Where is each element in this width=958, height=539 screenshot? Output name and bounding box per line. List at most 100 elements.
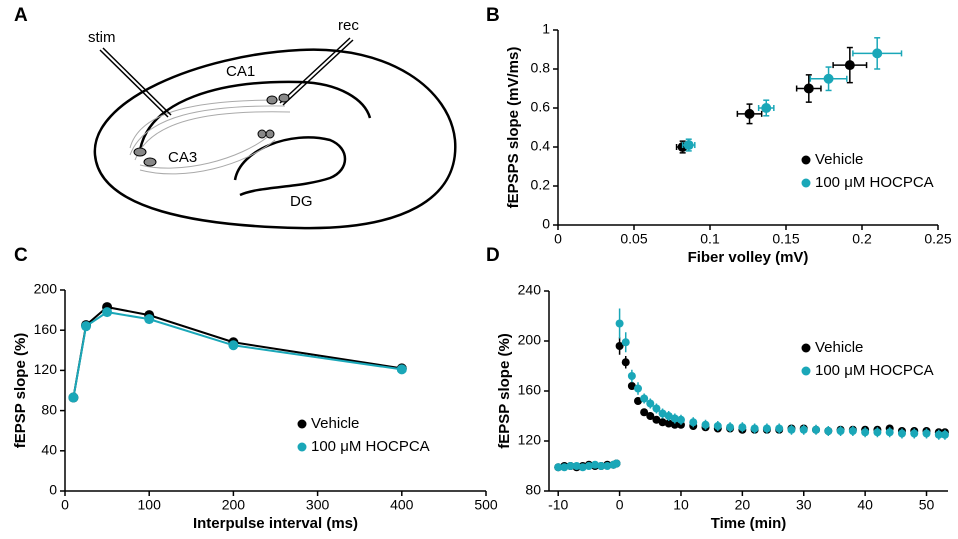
data-point [584,462,593,470]
data-point [646,399,655,408]
data-point [861,428,870,437]
data-point [670,420,679,429]
data-point [144,314,155,325]
data-point [646,412,655,420]
data-point [934,430,943,439]
x-tick-label: 500 [474,497,498,513]
neuron [265,129,275,139]
fiber [134,111,291,161]
legend-marker [801,343,811,353]
data-point [652,415,661,424]
data-point [627,382,636,390]
outline [93,48,457,230]
y-axis-title: fEPSPS slope (mV/ms) [505,47,522,209]
stim-electrode [102,47,172,116]
data-point [812,425,821,434]
data-point [396,364,407,375]
y-tick-label: 120 [518,432,542,448]
series-line [72,306,402,398]
panel-label: B [486,5,500,26]
data-point [836,427,845,435]
x-tick-label: 10 [673,497,689,513]
x-tick-label: 30 [796,497,812,513]
x-tick-label: 300 [306,497,330,513]
y-tick-label: 1 [542,21,550,37]
x-tick-label: 0.25 [924,231,951,247]
data-point [738,423,747,432]
data-point [658,409,667,418]
data-point [621,338,630,347]
y-tick-label: 0.6 [531,99,551,115]
data-point [910,429,919,438]
data-point [652,404,661,413]
data-point [726,423,735,432]
legend-label: 100 μM HOCPCA [311,438,430,455]
data-point [627,372,636,380]
data-point [897,429,906,438]
data-point [634,397,643,405]
data-point [612,459,621,468]
data-point [578,463,587,472]
legend-marker [801,155,811,165]
panel-label: A [14,5,28,26]
y-tick-label: 40 [41,442,57,458]
y-axis-title: fEPSP slope (%) [496,333,513,449]
x-tick-label: 200 [222,497,246,513]
rec-electrode [282,39,354,106]
data-point [554,463,563,472]
y-tick-label: 200 [34,281,58,297]
x-tick-label: -10 [548,497,568,513]
diagram-label: rec [338,17,359,34]
y-tick-label: 0.4 [531,138,551,154]
legend-marker [801,366,811,376]
data-point [799,425,808,434]
x-axis-title: Time (min) [711,515,787,532]
x-tick-label: 20 [735,497,751,513]
neuron [266,95,278,105]
data-point [787,425,796,434]
data-point [744,108,755,119]
data-point [664,412,673,420]
data-point [824,427,833,435]
x-tick-label: 0 [61,497,69,513]
x-tick-label: 40 [857,497,873,513]
data-point [664,419,673,428]
data-point [603,462,612,470]
data-point [775,424,784,433]
neuron [143,157,157,167]
legend-marker [801,178,811,188]
diagram-label: DG [290,193,313,210]
x-tick-label: 0.15 [772,231,799,247]
data-point [701,420,710,429]
x-tick-label: 100 [138,497,162,513]
hippocampus-diagram [93,37,457,230]
data-point [683,140,694,151]
data-point [597,462,606,470]
data-point [873,428,882,437]
neuron [133,147,147,157]
x-tick-label: 0 [616,497,624,513]
panel-label: D [486,245,500,266]
data-point [102,307,113,318]
dg-layer [233,136,347,197]
x-tick-label: 0 [554,231,562,247]
data-point [670,414,679,423]
neuron [257,129,267,139]
fiber [139,139,276,175]
data-point [566,462,575,470]
data-point [615,342,624,350]
y-tick-label: 80 [41,401,57,417]
data-point [68,392,79,403]
data-point [762,424,771,433]
stim-electrode [99,49,169,118]
data-point [572,462,581,470]
legend-marker [297,442,307,452]
data-point [844,60,855,71]
y-tick-label: 80 [525,482,541,498]
x-axis-title: Interpulse interval (ms) [193,515,358,532]
fiber [129,105,286,156]
data-point [615,319,624,328]
diagram-label: CA1 [226,63,255,80]
data-point [640,408,649,417]
